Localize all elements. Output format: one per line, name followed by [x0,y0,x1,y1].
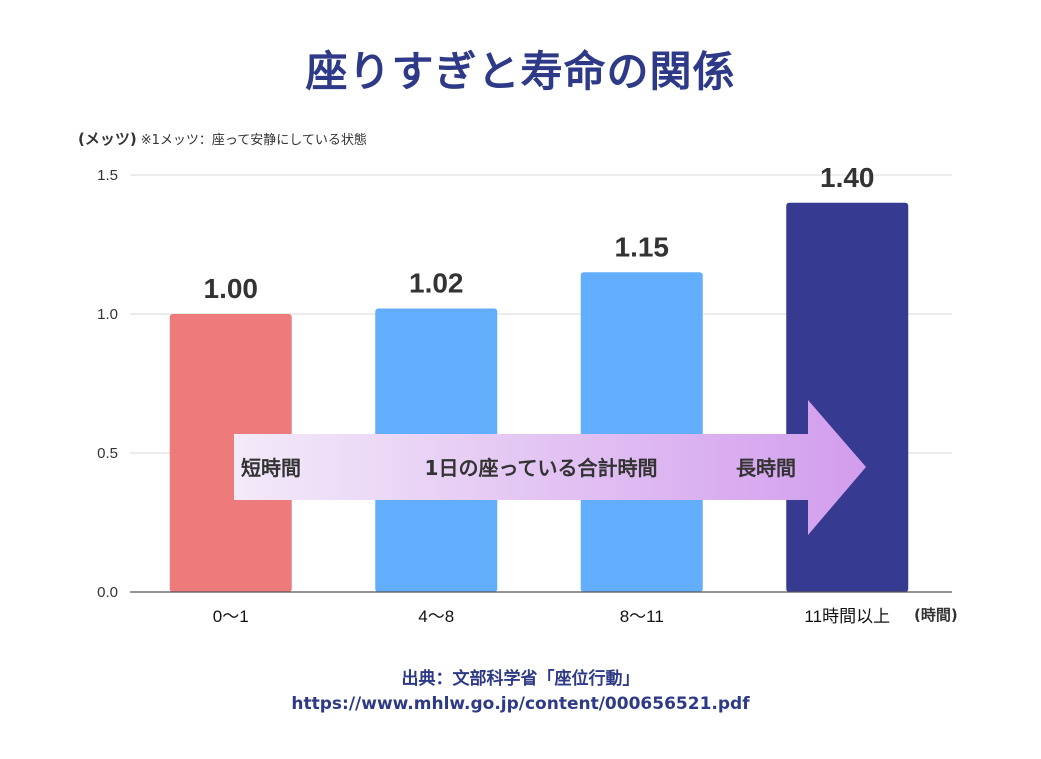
chart-title: 座りすぎと寿命の関係 [305,47,736,96]
x-axis-unit: (時間) [914,606,958,624]
arrow-label-long: 長時間 [736,456,796,480]
y-tick-label: 0.0 [97,584,118,601]
y-unit-label: (メッツ) [78,130,137,148]
bar [786,202,909,593]
arrow-label-total: 1日の座っている合計時間 [425,456,658,480]
data-label: 1.40 [820,162,875,193]
data-label: 1.00 [204,273,259,304]
x-tick-label: 0〜1 [213,607,249,626]
bar [169,314,292,592]
time-arrow [234,400,866,535]
source-line-1: 出典：文部科学省「座位行動」 [401,669,640,689]
data-label: 1.15 [615,231,670,262]
data-label: 1.02 [409,267,464,298]
y-tick-label: 0.5 [97,445,118,462]
x-tick-label: 8〜11 [620,607,664,626]
y-unit-note: ※1メッツ：座って安静にしている状態 [140,133,367,148]
y-tick-label: 1.0 [97,306,118,323]
source-url: https://www.mhlw.go.jp/content/000656521… [291,694,750,714]
arrow-label-short: 短時間 [241,456,301,480]
y-axis-unit: (メッツ) ※1メッツ：座って安静にしている状態 [78,128,367,149]
x-tick-label: 4〜8 [418,607,454,626]
x-tick-label: 11時間以上 [804,607,890,626]
bar [580,272,703,592]
y-tick-label: 1.5 [97,167,118,184]
